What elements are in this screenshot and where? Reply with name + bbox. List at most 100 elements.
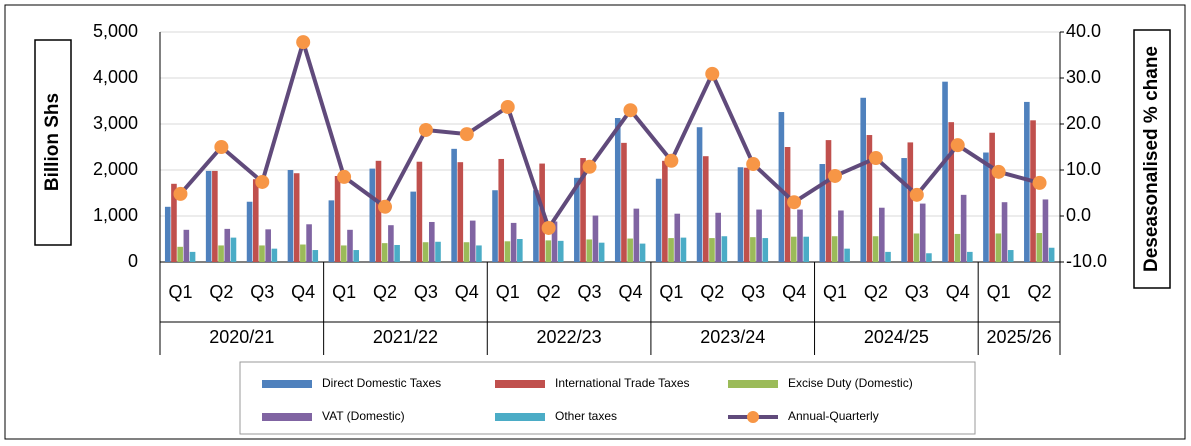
bar <box>218 245 224 262</box>
bar <box>803 236 809 262</box>
bar <box>510 222 517 262</box>
bar <box>164 206 171 262</box>
x-tick-label: Q1 <box>659 282 683 302</box>
bar <box>743 167 750 262</box>
legend-swatch <box>262 413 312 421</box>
y2-tick-label: 0.0 <box>1066 205 1091 225</box>
bar <box>627 238 633 262</box>
bar <box>300 244 306 262</box>
marker <box>950 138 965 153</box>
x-tick-label: Q1 <box>987 282 1011 302</box>
bar <box>381 243 388 262</box>
bar <box>451 148 457 262</box>
marker <box>1032 175 1047 190</box>
bar <box>580 158 586 262</box>
y2-label-box <box>1133 29 1171 289</box>
legend-label: Excise Duty (Domestic) <box>788 376 913 390</box>
bar <box>954 233 961 262</box>
y-tick-label: 5,000 <box>93 21 138 41</box>
bar <box>517 239 523 262</box>
x-tick-label: Q1 <box>823 282 847 302</box>
bar <box>259 245 265 262</box>
y-tick-label: 2,000 <box>93 159 138 179</box>
bar <box>492 190 498 262</box>
bar <box>557 240 564 262</box>
marker <box>868 151 883 166</box>
legend-label: International Trade Taxes <box>555 376 690 390</box>
bar <box>340 245 347 262</box>
marker <box>541 220 556 235</box>
bar <box>983 152 989 262</box>
bar <box>831 236 838 262</box>
bar <box>224 228 231 262</box>
marker <box>787 195 802 210</box>
bar <box>756 209 762 262</box>
legend-swatch <box>495 413 545 421</box>
marker <box>214 140 229 154</box>
bar <box>265 229 271 262</box>
x-tick-label: Q4 <box>455 282 479 302</box>
bar <box>901 158 907 262</box>
bar <box>353 250 359 262</box>
bar <box>633 208 640 262</box>
bar <box>639 243 646 262</box>
bar <box>293 173 300 262</box>
x-tick-label: Q4 <box>618 282 642 302</box>
y2-tick-label: 20.0 <box>1066 113 1101 133</box>
bar <box>435 241 441 262</box>
group-label: 2023/24 <box>700 327 765 347</box>
bar <box>715 212 721 262</box>
bar <box>709 238 715 262</box>
marker <box>173 186 188 201</box>
marker <box>337 169 352 184</box>
group-label: 2024/25 <box>864 327 929 347</box>
bar <box>1042 199 1049 262</box>
y2-tick-label: 40.0 <box>1066 21 1101 41</box>
y-label-box <box>34 39 72 246</box>
group-label: 2020/21 <box>209 327 274 347</box>
bar <box>621 142 627 262</box>
x-tick-label: Q2 <box>1028 282 1052 302</box>
marker <box>255 174 270 189</box>
bar <box>919 203 926 262</box>
bar <box>252 179 259 262</box>
bar <box>926 253 932 262</box>
bar <box>948 122 955 262</box>
bar <box>662 160 668 262</box>
marker <box>418 122 433 137</box>
bar <box>844 248 850 262</box>
chart-border <box>4 4 1186 440</box>
bar <box>1001 202 1008 262</box>
legend-label: Direct Domestic Taxes <box>322 376 441 390</box>
marker <box>623 103 638 118</box>
bar <box>762 238 769 262</box>
bar <box>995 233 1002 262</box>
bar <box>614 118 621 263</box>
bar <box>778 112 785 262</box>
bar <box>212 170 218 262</box>
bar <box>457 162 464 262</box>
legend-label: Annual-Quarterly <box>788 409 879 423</box>
bar <box>422 242 429 262</box>
marker <box>746 157 761 172</box>
x-tick-label: Q1 <box>332 282 356 302</box>
bar <box>504 241 511 262</box>
bar <box>750 237 756 262</box>
bar <box>1036 233 1043 262</box>
bar <box>721 236 728 262</box>
bar <box>907 142 914 262</box>
bar <box>312 250 319 262</box>
legend-label: Other taxes <box>555 409 617 423</box>
bar <box>271 248 278 262</box>
bar <box>655 178 662 262</box>
marker <box>378 199 392 214</box>
bar <box>334 175 341 262</box>
marker <box>500 99 515 114</box>
legend-marker <box>747 411 759 423</box>
bar <box>1030 120 1036 262</box>
bar <box>674 213 681 262</box>
x-tick-label: Q2 <box>537 282 561 302</box>
bar <box>913 233 920 262</box>
bar <box>246 201 253 262</box>
bar <box>189 251 196 262</box>
